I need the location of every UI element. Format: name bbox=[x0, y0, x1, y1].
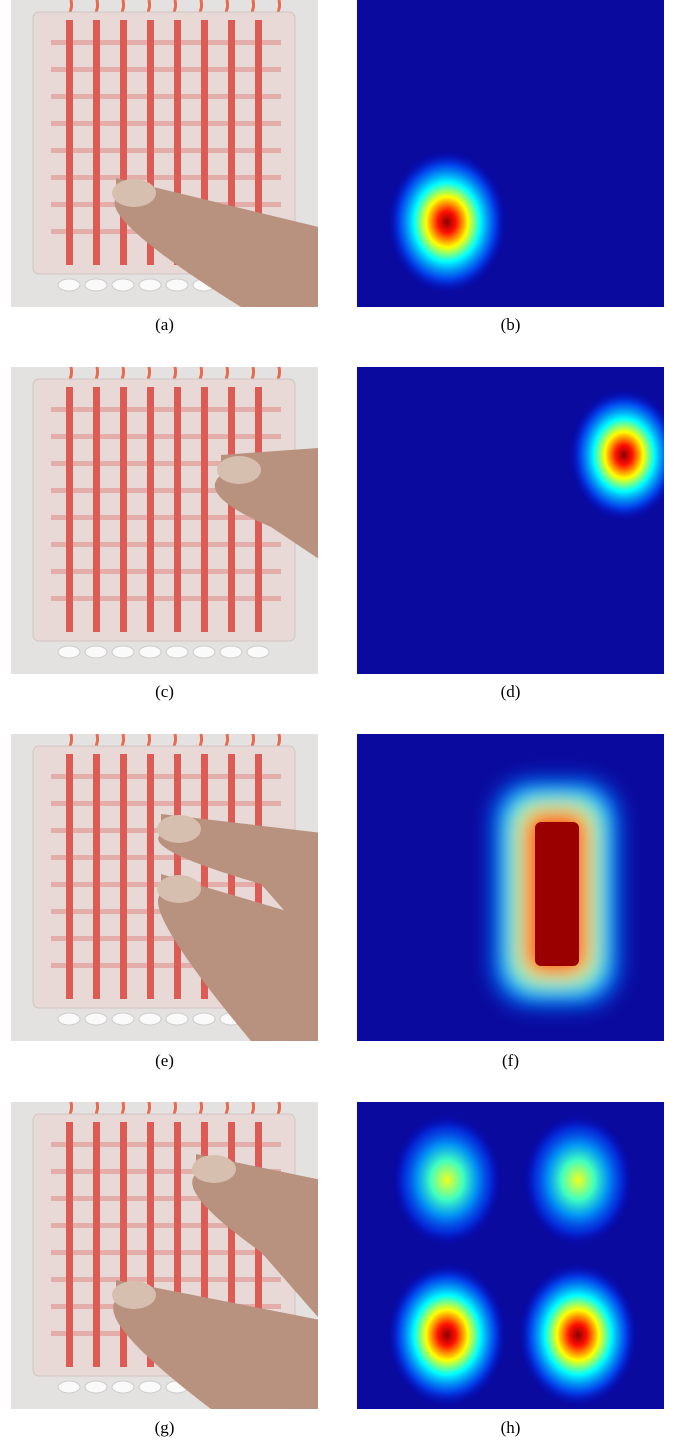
caption: (b) bbox=[357, 315, 664, 335]
caption: (g) bbox=[11, 1418, 318, 1438]
caption: (c) bbox=[11, 682, 318, 702]
photo bbox=[11, 367, 318, 674]
caption: (e) bbox=[11, 1051, 318, 1071]
caption: (h) bbox=[357, 1418, 664, 1438]
caption: (a) bbox=[11, 315, 318, 335]
figure: (a) (b) (c) (d) (e) (f) (g) (h) bbox=[0, 0, 681, 1445]
caption: (f) bbox=[357, 1051, 664, 1071]
heatmap bbox=[357, 1102, 664, 1409]
caption: (d) bbox=[357, 682, 664, 702]
photo bbox=[11, 734, 318, 1041]
photo bbox=[11, 0, 318, 307]
heatmap bbox=[357, 734, 664, 1041]
heatmap bbox=[357, 367, 664, 674]
photo bbox=[11, 1102, 318, 1409]
heatmap bbox=[357, 0, 664, 307]
